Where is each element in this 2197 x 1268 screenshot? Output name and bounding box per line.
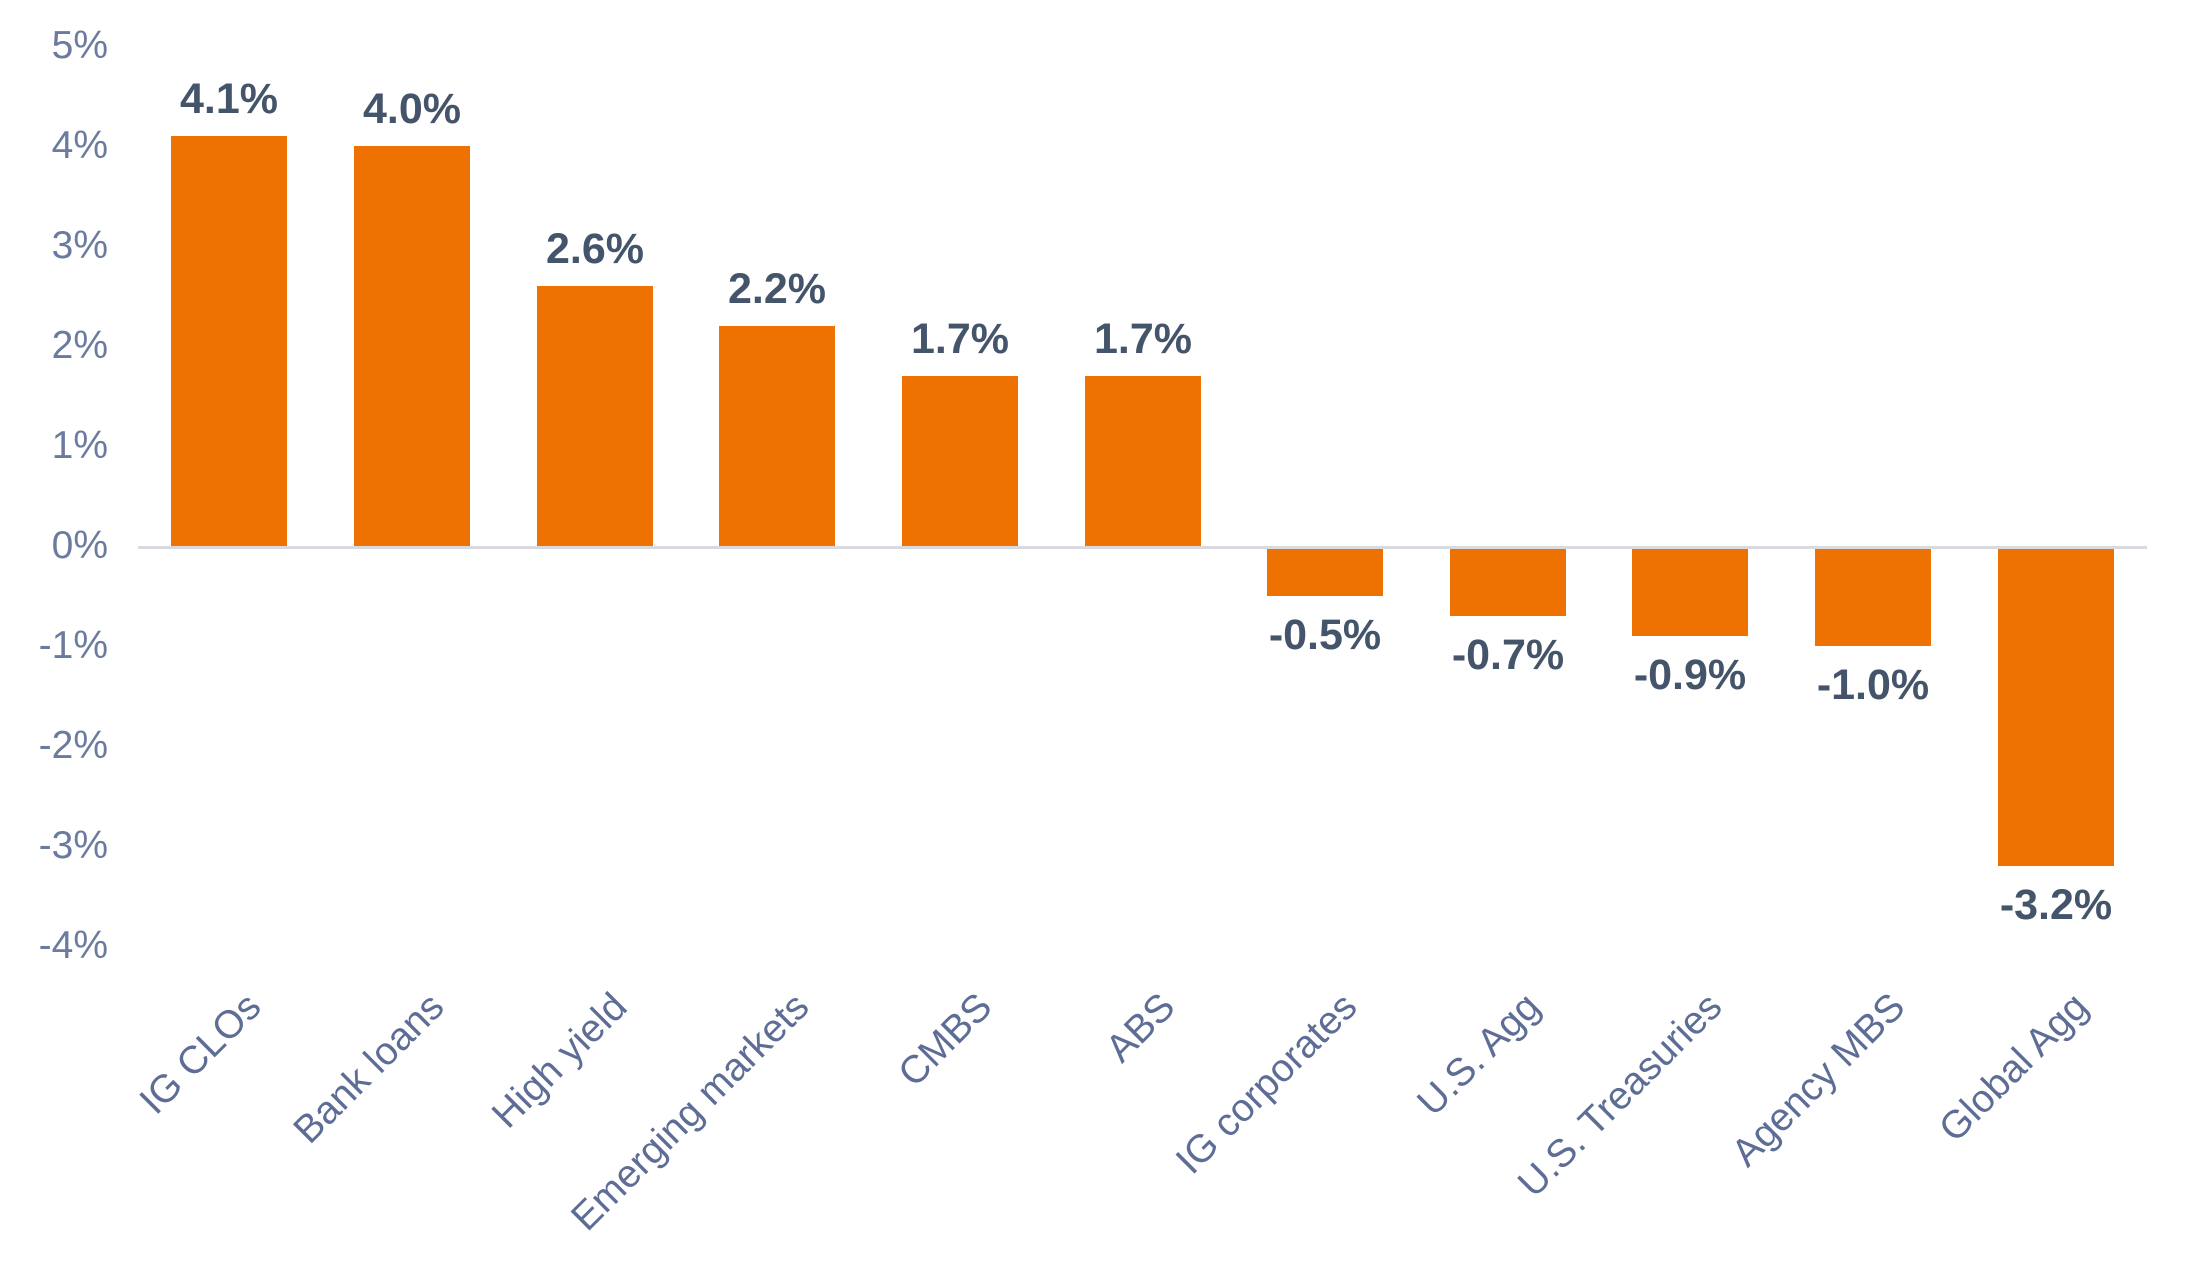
y-axis-tick-label: 3% [51,224,108,267]
bar-u-s-agg [1450,549,1566,616]
bar-abs [1085,376,1201,546]
y-axis-tick-label: -3% [38,824,108,867]
bar-u-s-treasuries [1632,549,1748,636]
y-axis-tick-label: 5% [51,24,108,67]
bar-value-label: 4.1% [179,75,278,123]
y-axis-tick-label: -4% [38,924,108,967]
x-axis-category-label: Global Agg [1931,985,2097,1151]
y-axis-tick-label: 2% [51,324,108,367]
bar-value-label: 1.7% [1093,315,1192,363]
bar-value-label: 4.0% [362,85,461,133]
bar-value-label: -3.2% [1999,881,2113,929]
zero-gridline [138,546,2147,549]
bar-value-label: 2.6% [545,225,644,273]
y-axis-tick-label: 4% [51,124,108,167]
bar-cmbs [902,376,1018,546]
y-axis-tick-label: -2% [38,724,108,767]
bar-emerging-markets [719,326,835,546]
y-axis-tick-label: -1% [38,624,108,667]
bar-high-yield [537,286,653,546]
y-axis-tick-label: 1% [51,424,108,467]
bar-value-label: -0.7% [1451,631,1565,679]
bar-ig-corporates [1267,549,1383,596]
y-axis-tick-label: 0% [51,524,108,567]
bar-value-label: 1.7% [910,315,1009,363]
bar-value-label: -1.0% [1816,661,1930,709]
bar-value-label: -0.9% [1633,651,1747,699]
bar-global-agg [1998,549,2114,866]
bar-bank-loans [354,146,470,546]
bar-ig-clos [171,136,287,546]
bar-value-label: 2.2% [727,265,826,313]
bar-agency-mbs [1815,549,1931,646]
bar-value-label: -0.5% [1268,611,1382,659]
